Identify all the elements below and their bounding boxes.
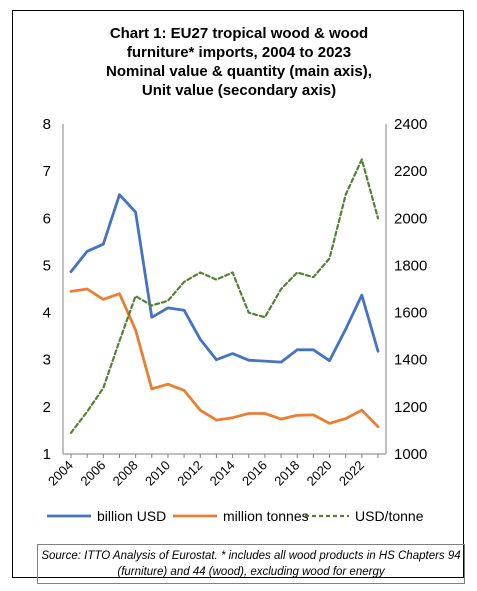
y-right-tick-label: 1800 <box>394 257 427 274</box>
y-left-tick-label: 4 <box>43 305 51 322</box>
chart-title-line-4: Unit value (secondary axis) <box>142 82 336 99</box>
chart-title-line-2: furniture* imports, 2004 to 2023 <box>127 44 351 61</box>
x-tick-label: 2022 <box>336 458 367 489</box>
y-left-tick-label: 1 <box>43 446 51 463</box>
legend-label: million tonnes <box>223 508 309 524</box>
y-right-tick-label: 2200 <box>394 163 427 180</box>
y-right-tick-label: 1600 <box>394 305 427 322</box>
legend: billion USD million tonnes USD/tonne <box>47 508 424 524</box>
y-right-tick-label: 1000 <box>394 446 427 463</box>
x-tick-label: 2008 <box>110 458 141 489</box>
line-chart: Chart 1: EU27 tropical wood & wood furni… <box>43 25 428 524</box>
x-axis-ticks: 2004 2006 2008 2010 2012 2014 2016 2018 2020 2022 <box>45 454 379 489</box>
series-line-million-tonnes <box>69 287 380 429</box>
y-right-tick-label: 2400 <box>394 116 427 133</box>
source-note: Source: ITTO Analysis of Eurostat. * inc… <box>37 544 465 584</box>
x-tick-label: 2020 <box>304 458 335 489</box>
y-right-tick-label: 1200 <box>394 399 427 416</box>
series-line-usd-tonne <box>69 158 380 434</box>
x-tick-label: 2012 <box>174 458 205 489</box>
legend-label: USD/tonne <box>355 508 424 524</box>
y-left-tick-label: 8 <box>43 116 51 133</box>
chart-title-line-3: Nominal value & quantity (main axis), <box>106 63 372 80</box>
y-left-tick-label: 2 <box>43 399 51 416</box>
y-left-tick-label: 5 <box>43 257 51 274</box>
series-lines <box>69 158 380 434</box>
y-left-tick-label: 3 <box>43 352 51 369</box>
x-tick-label: 2016 <box>239 458 270 489</box>
x-tick-label: 2014 <box>207 458 238 489</box>
chart-frame: Chart 1: EU27 tropical wood & wood furni… <box>12 10 465 584</box>
y-axis-right-ticks: 1000 1200 1400 1600 1800 2000 2200 2400 <box>394 116 427 463</box>
y-right-tick-label: 2000 <box>394 210 427 227</box>
y-right-tick-label: 1400 <box>394 352 427 369</box>
y-axis-left-ticks: 1 2 3 4 5 6 7 8 <box>43 116 51 463</box>
chart-axes <box>62 124 387 455</box>
series-line-billion-usd <box>69 193 380 364</box>
chart-title: Chart 1: EU27 tropical wood & wood furni… <box>106 25 372 99</box>
legend-label: billion USD <box>97 508 166 524</box>
y-left-tick-label: 6 <box>43 210 51 227</box>
y-left-tick-label: 7 <box>43 163 51 180</box>
x-tick-label: 2018 <box>271 458 302 489</box>
x-tick-label: 2006 <box>77 458 108 489</box>
x-tick-label: 2010 <box>142 458 173 489</box>
chart-title-line-1: Chart 1: EU27 tropical wood & wood <box>110 25 368 42</box>
